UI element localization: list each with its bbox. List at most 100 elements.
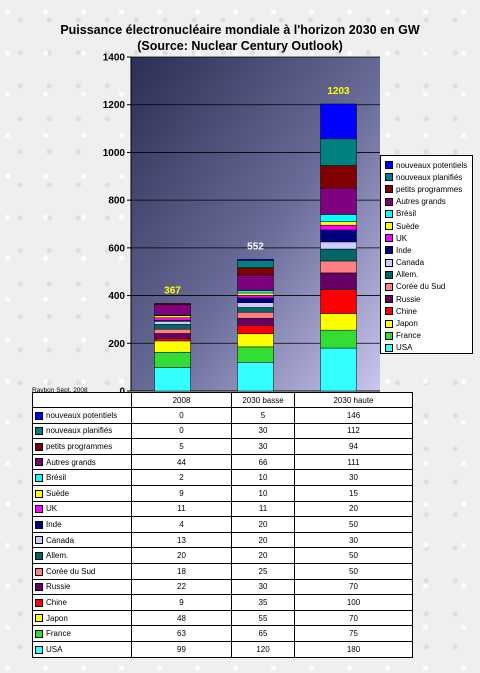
legend-item: Canada	[385, 257, 469, 269]
legend-swatch	[385, 258, 393, 267]
legend-item: Chine	[385, 305, 469, 317]
table-row-label: Canada	[32, 531, 132, 549]
legend-label: Suède	[396, 221, 420, 231]
table-cell: 30	[231, 422, 295, 440]
legend-label: USA	[396, 343, 413, 353]
legend-label: Japon	[396, 319, 418, 329]
bars	[154, 103, 357, 392]
table-cell: 20	[294, 500, 413, 518]
legend-item: France	[385, 330, 469, 342]
y-tick-label: 1200	[103, 100, 126, 111]
legend-label: Inde	[396, 245, 412, 255]
table-cell: 0	[131, 407, 232, 424]
title-line-2: (Source: Nuclear Century Outlook)	[137, 39, 343, 53]
table-swatch	[35, 489, 43, 498]
table-cell: 20	[231, 516, 295, 533]
table-row: Allem. 20 20 50	[32, 547, 413, 564]
table-cell: 30	[231, 438, 295, 455]
legend-label: France	[396, 331, 421, 341]
table-row-label: Brésil	[32, 469, 132, 486]
bar-segment	[154, 340, 191, 353]
legend-swatch	[385, 197, 393, 206]
chart-title: Puissance électronucléaire mondiale à l'…	[0, 22, 480, 54]
legend-item: Japon	[385, 317, 469, 329]
table-cell: 0	[131, 422, 232, 440]
table-row-label: UK	[32, 500, 132, 518]
y-tick-label: 200	[108, 339, 125, 350]
legend: nouveaux potentiels nouveaux planifiés pet…	[380, 155, 473, 354]
legend-label: UK	[396, 233, 408, 243]
y-tick-label: 600	[108, 243, 125, 254]
legend-swatch	[385, 209, 393, 218]
table-swatch	[35, 427, 43, 436]
table-row-label: Russie	[32, 578, 132, 596]
bar-segment	[320, 289, 357, 314]
table-cell: 15	[294, 484, 413, 502]
table-cell: 146	[294, 407, 413, 424]
title-line-1: Puissance électronucléaire mondiale à l'…	[60, 23, 420, 37]
legend-label: Corée du Sud	[396, 282, 446, 292]
legend-swatch	[385, 246, 393, 255]
table-swatch	[35, 505, 43, 514]
table-row: Japon 48 55 70	[32, 609, 413, 627]
table-row-label: France	[32, 625, 132, 642]
legend-label: Chine	[396, 306, 417, 316]
bar-segment	[237, 325, 274, 334]
bar-segment	[237, 302, 274, 308]
table-cell: 65	[231, 625, 295, 642]
bar-segment	[154, 333, 191, 340]
bar-segment	[237, 290, 274, 294]
bar-segment	[320, 224, 357, 231]
table-row-label: nouveaux potentiels	[32, 407, 132, 424]
legend-label: Autres grands	[396, 197, 446, 207]
table-swatch	[35, 520, 43, 529]
table-cell: 11	[231, 500, 295, 518]
table-cell: 4	[131, 516, 232, 533]
table-cell: 20	[231, 547, 295, 564]
bar-segment	[237, 274, 274, 291]
table-row: Inde 4 20 50	[32, 516, 413, 533]
table-swatch	[35, 614, 43, 623]
table-row-label: nouveaux planifiés	[32, 422, 132, 440]
legend-swatch	[385, 173, 393, 182]
legend-item: UK	[385, 232, 469, 244]
table-row: petits programmes 5 30 94	[32, 438, 413, 455]
table-cell: 20	[131, 547, 232, 564]
bar-segment	[154, 324, 191, 330]
table-row: nouveaux potentiels 0 5 146	[32, 407, 413, 424]
table-cell: 11	[131, 500, 232, 518]
table-swatch	[35, 645, 43, 654]
bar-segment	[237, 295, 274, 299]
table-cell: 13	[131, 531, 232, 549]
legend-swatch	[385, 185, 393, 194]
legend-label: Russie	[396, 294, 421, 304]
legend-swatch	[385, 270, 393, 279]
table-row-label: Suède	[32, 484, 132, 502]
legend-label: nouveaux planifiés	[396, 172, 463, 182]
total-label: 367	[164, 285, 181, 296]
bar-segment	[320, 103, 357, 140]
legend-swatch	[385, 343, 393, 352]
table-cell: 20	[231, 531, 295, 549]
table-swatch	[35, 567, 43, 576]
bar-segment	[320, 187, 357, 215]
bar-segment	[320, 229, 357, 243]
y-tick-label: 1400	[103, 53, 126, 64]
legend-swatch	[385, 234, 393, 243]
table-row: Autres grands 44 66 111	[32, 453, 413, 471]
table-row: UK 11 11 20	[32, 500, 413, 518]
table-cell: 2	[131, 469, 232, 486]
table-cell: 44	[131, 453, 232, 471]
table-cell: 99	[131, 640, 232, 658]
table-header-row: 2008 2030 basse 2030 haute	[32, 392, 413, 408]
table-row: France 63 65 75	[32, 625, 413, 642]
table-swatch	[35, 583, 43, 592]
table-cell: 55	[231, 609, 295, 627]
legend-item: Suède	[385, 220, 469, 232]
bar-segment	[154, 352, 191, 368]
table-cell: 180	[294, 640, 413, 658]
table-cell: 9	[131, 484, 232, 502]
table-cell: 50	[294, 562, 413, 580]
bar-segment	[320, 272, 357, 290]
legend-swatch	[385, 331, 393, 340]
